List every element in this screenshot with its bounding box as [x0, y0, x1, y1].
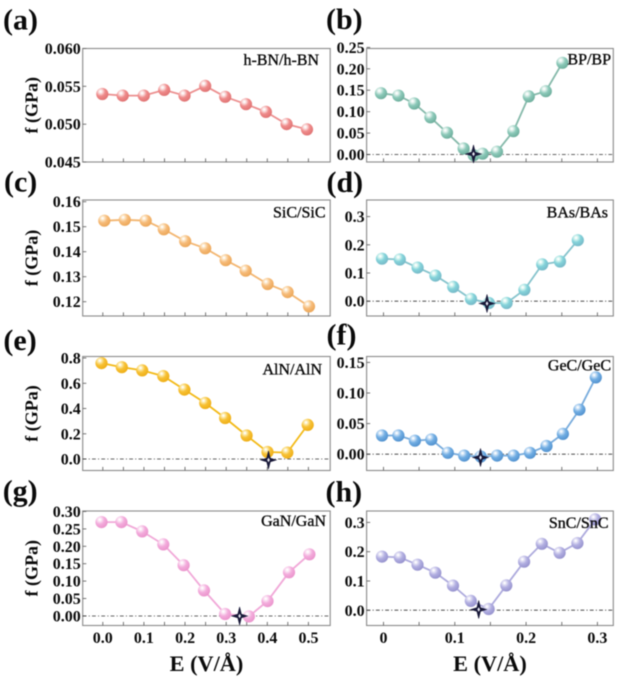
svg-text:0.2: 0.2 — [516, 630, 536, 647]
svg-text:(f): (f) — [327, 319, 357, 352]
svg-text:0.20: 0.20 — [337, 61, 365, 78]
svg-text:(a): (a) — [3, 4, 38, 37]
svg-text:0.2: 0.2 — [345, 237, 365, 254]
svg-text:0.25: 0.25 — [337, 40, 365, 57]
svg-text:0.05: 0.05 — [337, 126, 365, 143]
svg-text:0.060: 0.060 — [45, 41, 81, 58]
svg-text:0.0: 0.0 — [93, 630, 113, 647]
svg-text:f (GPa): f (GPa) — [22, 230, 43, 286]
svg-text:0.05: 0.05 — [53, 591, 81, 608]
svg-text:0.14: 0.14 — [53, 244, 81, 261]
svg-text:0.2: 0.2 — [61, 426, 81, 443]
svg-text:0.6: 0.6 — [61, 376, 81, 393]
svg-text:0.00: 0.00 — [337, 447, 365, 464]
svg-text:0.2: 0.2 — [175, 630, 195, 647]
svg-text:0.16: 0.16 — [53, 194, 81, 211]
svg-text:(h): (h) — [326, 476, 363, 509]
svg-text:f (GPa): f (GPa) — [22, 385, 43, 441]
svg-text:f (GPa): f (GPa) — [22, 540, 43, 596]
svg-text:(e): (e) — [3, 324, 36, 357]
svg-text:0.1: 0.1 — [445, 630, 465, 647]
svg-text:0.13: 0.13 — [53, 269, 81, 286]
svg-text:0.20: 0.20 — [53, 539, 81, 556]
svg-text:0.1: 0.1 — [345, 266, 365, 283]
svg-text:0.045: 0.045 — [45, 155, 81, 172]
svg-text:0.1: 0.1 — [134, 630, 154, 647]
svg-text:E (V/Å): E (V/Å) — [453, 651, 527, 676]
svg-text:0.30: 0.30 — [53, 504, 81, 521]
svg-text:BAs/BAs: BAs/BAs — [547, 205, 608, 222]
svg-text:h-BN/h-BN: h-BN/h-BN — [243, 52, 319, 69]
svg-text:(d): (d) — [327, 166, 364, 199]
svg-text:GaN/GaN: GaN/GaN — [261, 513, 326, 530]
svg-text:0.8: 0.8 — [61, 351, 81, 368]
svg-text:0.00: 0.00 — [53, 608, 81, 625]
svg-text:0.10: 0.10 — [337, 386, 365, 403]
svg-text:SiC/SiC: SiC/SiC — [273, 205, 325, 222]
svg-text:0.3: 0.3 — [345, 209, 365, 226]
svg-text:0.05: 0.05 — [337, 416, 365, 433]
svg-text:0.050: 0.050 — [45, 117, 81, 134]
svg-text:0.0: 0.0 — [345, 294, 365, 311]
svg-text:0.4: 0.4 — [257, 630, 277, 647]
svg-text:0.10: 0.10 — [53, 574, 81, 591]
svg-text:0.12: 0.12 — [53, 294, 81, 311]
svg-text:0.0: 0.0 — [61, 452, 81, 469]
svg-text:0.3: 0.3 — [216, 630, 236, 647]
svg-text:0.0: 0.0 — [345, 603, 365, 620]
svg-text:0.15: 0.15 — [337, 355, 365, 372]
svg-text:0.2: 0.2 — [345, 544, 365, 561]
svg-text:f (GPa): f (GPa) — [22, 77, 43, 133]
svg-text:0.3: 0.3 — [587, 630, 607, 647]
svg-text:(b): (b) — [326, 3, 363, 36]
svg-text:AlN/AlN: AlN/AlN — [262, 362, 322, 379]
svg-text:0.055: 0.055 — [45, 79, 81, 96]
svg-text:0.5: 0.5 — [299, 630, 319, 647]
svg-text:E (V/Å): E (V/Å) — [170, 651, 244, 676]
svg-text:0: 0 — [380, 630, 388, 647]
svg-text:(g): (g) — [3, 475, 38, 508]
svg-text:GeC/GeC: GeC/GeC — [548, 358, 611, 375]
svg-text:BP/BP: BP/BP — [567, 51, 611, 68]
svg-text:SnC/SnC: SnC/SnC — [549, 515, 609, 532]
svg-text:0.3: 0.3 — [345, 515, 365, 532]
svg-text:0.15: 0.15 — [53, 556, 81, 573]
svg-text:0.1: 0.1 — [345, 574, 365, 591]
svg-text:0.15: 0.15 — [337, 83, 365, 100]
svg-text:0.4: 0.4 — [61, 401, 81, 418]
svg-text:0.15: 0.15 — [53, 219, 81, 236]
svg-text:0.10: 0.10 — [337, 104, 365, 121]
svg-text:(c): (c) — [4, 166, 37, 199]
svg-text:0.00: 0.00 — [337, 147, 365, 164]
svg-text:0.25: 0.25 — [53, 521, 81, 538]
